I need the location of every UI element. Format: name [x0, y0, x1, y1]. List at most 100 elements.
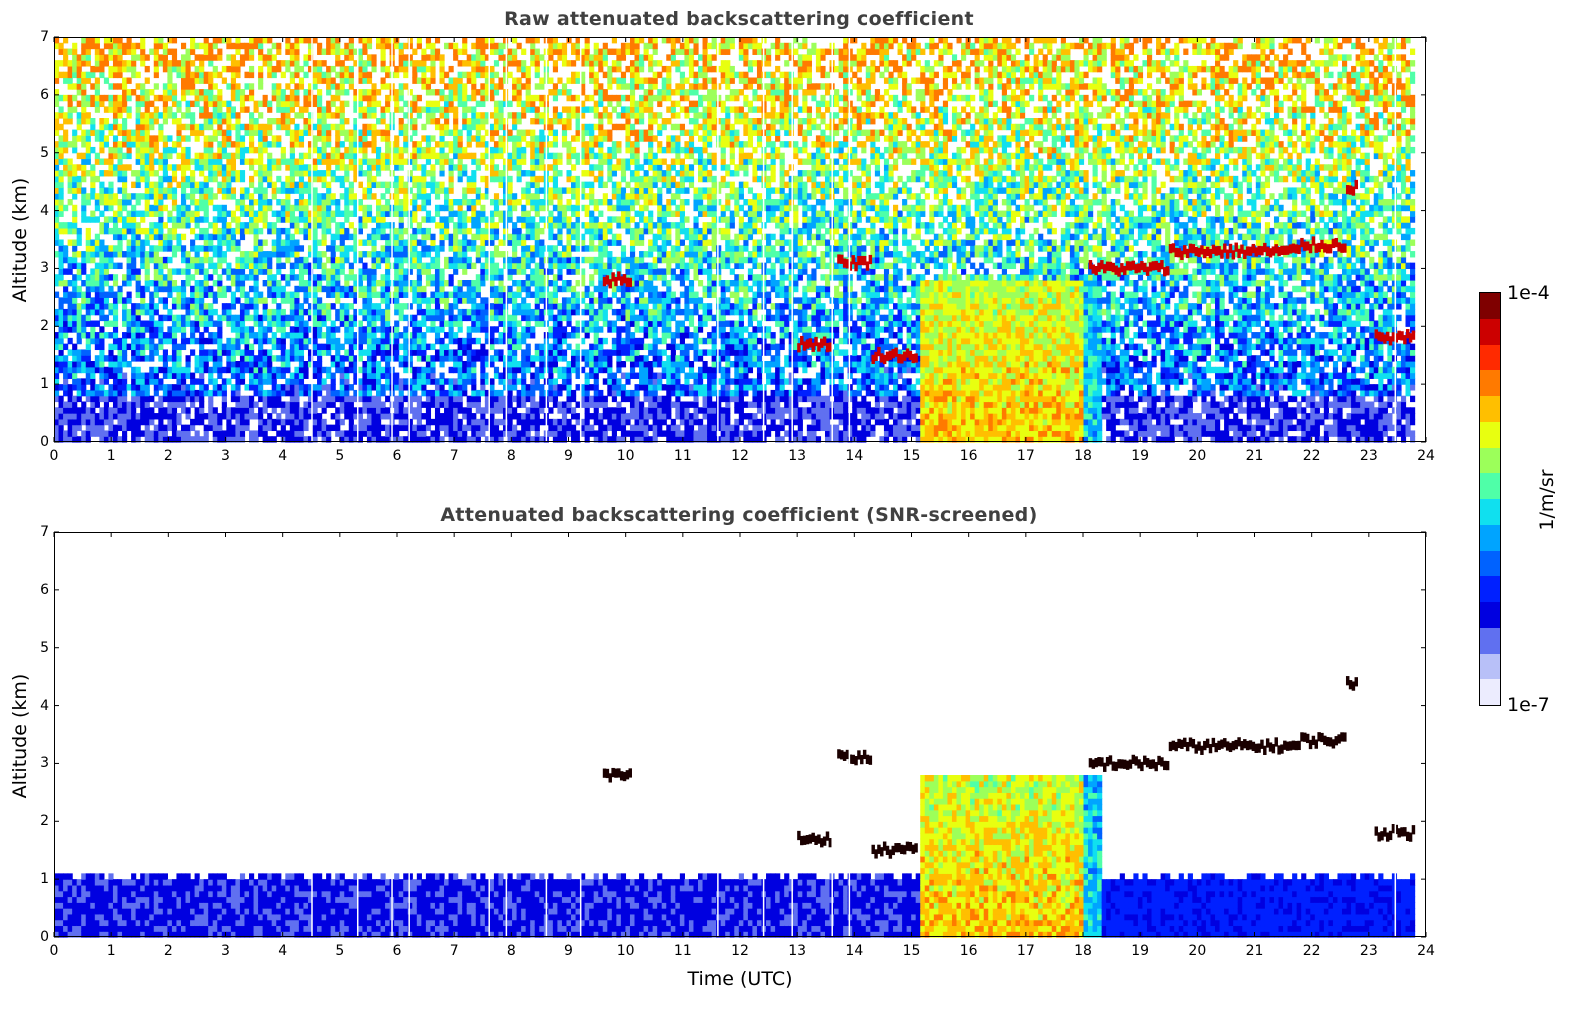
- heatmap-cell: [317, 326, 322, 332]
- heatmap-cell: [272, 240, 277, 246]
- heatmap-cell: [394, 280, 399, 286]
- heatmap-cell: [77, 54, 82, 60]
- heatmap-cell: [72, 373, 77, 379]
- heatmap-cell: [68, 112, 73, 118]
- heatmap-cell: [367, 407, 372, 413]
- heatmap-cell: [412, 130, 417, 136]
- heatmap-cell: [367, 251, 372, 257]
- heatmap-cell: [127, 402, 132, 408]
- heatmap-cell: [376, 118, 381, 124]
- heatmap-cell: [467, 263, 472, 269]
- heatmap-cell: [263, 349, 268, 355]
- heatmap-cell: [362, 309, 367, 315]
- heatmap-cell: [90, 193, 95, 199]
- heatmap-cell: [362, 315, 367, 321]
- heatmap-cell: [362, 159, 367, 165]
- heatmap-cell: [235, 205, 240, 211]
- heatmap-cell: [417, 402, 422, 408]
- heatmap-cell: [117, 402, 122, 408]
- heatmap-cell: [331, 263, 336, 269]
- heatmap-cell: [458, 170, 463, 176]
- heatmap-cell: [317, 211, 322, 217]
- heatmap-cell: [199, 349, 204, 355]
- heatmap-cell: [149, 205, 154, 211]
- heatmap-cell: [117, 159, 122, 165]
- heatmap-cell: [81, 187, 86, 193]
- heatmap-cell: [376, 159, 381, 165]
- heatmap-cell: [145, 280, 150, 286]
- heatmap-cell: [240, 413, 245, 419]
- heatmap-cell: [167, 402, 172, 408]
- heatmap-cell: [458, 164, 463, 170]
- heatmap-cell: [217, 292, 222, 298]
- heatmap-cell: [258, 228, 263, 234]
- heatmap-cell: [72, 280, 77, 286]
- heatmap-cell: [140, 130, 145, 136]
- heatmap-cell: [240, 268, 245, 274]
- heatmap-cell: [340, 153, 345, 159]
- heatmap-cell: [231, 280, 236, 286]
- heatmap-cell: [317, 106, 322, 112]
- heatmap-cell: [376, 303, 381, 309]
- heatmap-cell: [290, 141, 295, 147]
- heatmap-cell: [399, 390, 404, 396]
- heatmap-cell: [113, 378, 118, 384]
- heatmap-cell: [190, 78, 195, 84]
- heatmap-cell: [254, 211, 259, 217]
- heatmap-cell: [340, 251, 345, 257]
- heatmap-cell: [439, 89, 444, 95]
- heatmap-cell: [335, 430, 340, 436]
- heatmap-cell: [263, 164, 268, 170]
- heatmap-cell: [430, 378, 435, 384]
- heatmap-cell: [249, 199, 254, 205]
- heatmap-cell: [435, 159, 440, 165]
- heatmap-cell: [204, 101, 209, 107]
- heatmap-cell: [294, 205, 299, 211]
- heatmap-cell: [127, 268, 132, 274]
- heatmap-cell: [186, 367, 191, 373]
- heatmap-cell: [362, 396, 367, 402]
- heatmap-cell: [290, 54, 295, 60]
- heatmap-cell: [385, 245, 390, 251]
- heatmap-cell: [458, 141, 463, 147]
- heatmap-cell: [81, 407, 86, 413]
- heatmap-cell: [322, 309, 327, 315]
- heatmap-cell: [72, 274, 77, 280]
- heatmap-cell: [290, 60, 295, 66]
- heatmap-cell: [208, 153, 213, 159]
- heatmap-cell: [303, 95, 308, 101]
- heatmap-cell: [430, 216, 435, 222]
- heatmap-cell: [449, 164, 454, 170]
- heatmap-cell: [322, 193, 327, 199]
- heatmap-cell: [145, 89, 150, 95]
- heatmap-cell: [421, 234, 426, 240]
- heatmap-cell: [335, 106, 340, 112]
- heatmap-cell: [213, 54, 218, 60]
- heatmap-cell: [195, 263, 200, 269]
- heatmap-cell: [63, 390, 68, 396]
- heatmap-cell: [489, 338, 494, 344]
- heatmap-cell: [131, 268, 136, 274]
- heatmap-cell: [340, 60, 345, 66]
- heatmap-cell: [467, 361, 472, 367]
- heatmap-cell: [208, 112, 213, 118]
- heatmap-cell: [140, 286, 145, 292]
- heatmap-cell: [449, 78, 454, 84]
- heatmap-cell: [145, 170, 150, 176]
- heatmap-cell: [303, 402, 308, 408]
- heatmap-cell: [72, 83, 77, 89]
- heatmap-cell: [362, 49, 367, 55]
- heatmap-cell: [186, 83, 191, 89]
- heatmap-cell: [181, 147, 186, 153]
- heatmap-cell: [149, 124, 154, 130]
- heatmap-cell: [240, 280, 245, 286]
- heatmap-cell: [394, 43, 399, 49]
- heatmap-cell: [136, 413, 141, 419]
- heatmap-cell: [113, 326, 118, 332]
- heatmap-cell: [231, 66, 236, 72]
- heatmap-cell: [349, 66, 354, 72]
- heatmap-cell: [385, 292, 390, 298]
- heatmap-cell: [299, 193, 304, 199]
- heatmap-cell: [313, 257, 318, 263]
- heatmap-cell: [181, 170, 186, 176]
